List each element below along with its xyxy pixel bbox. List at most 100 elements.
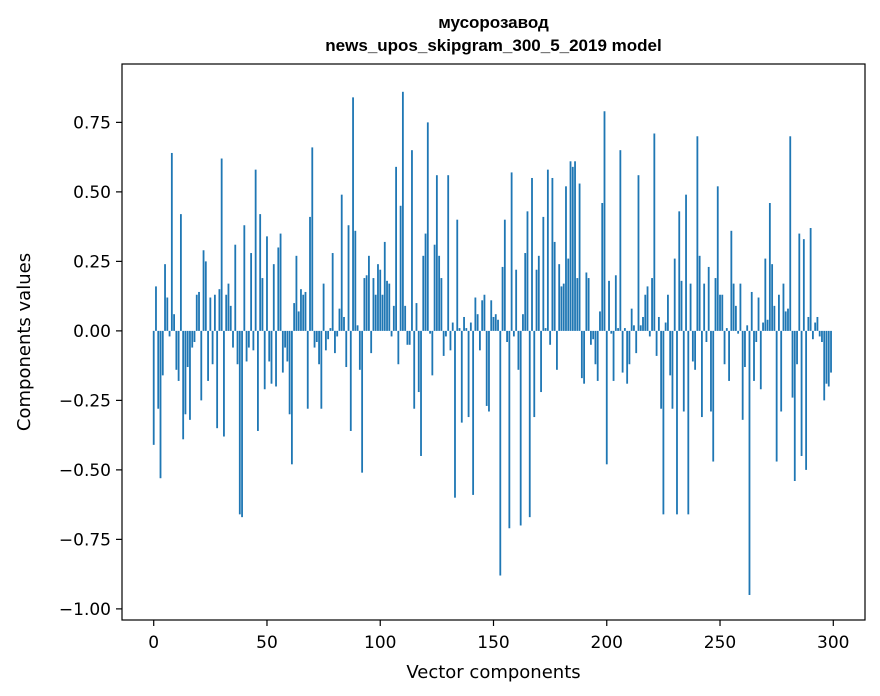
bars-group	[152, 91, 832, 595]
bar-189	[580, 330, 583, 379]
bar-86	[347, 225, 350, 331]
bar-20	[198, 291, 200, 331]
bar-139	[467, 330, 470, 418]
bar-278	[782, 283, 785, 331]
bar-91	[358, 330, 361, 370]
bar-48	[261, 278, 264, 331]
bar-169	[535, 269, 538, 331]
bar-181	[562, 283, 565, 331]
bar-13	[182, 330, 185, 440]
x-tick-label: 250	[704, 633, 736, 653]
bar-165	[526, 211, 529, 331]
bar-133	[454, 330, 456, 498]
y-tick-label: 0.25	[73, 252, 111, 272]
y-tick-label: 0.50	[73, 183, 111, 203]
bar-88	[352, 97, 354, 331]
bar-57	[281, 330, 284, 373]
bar-174	[546, 169, 549, 331]
bar-223	[657, 316, 660, 331]
bar-164	[524, 253, 527, 331]
bar-110	[401, 91, 404, 331]
bar-144	[479, 330, 481, 351]
bar-103	[386, 280, 388, 331]
bar-214	[637, 175, 640, 331]
bar-161	[517, 330, 520, 370]
bar-32	[225, 294, 228, 331]
y-tick-label: 0.75	[73, 113, 111, 133]
bar-261	[744, 330, 746, 368]
bar-166	[528, 330, 531, 518]
bar-154	[501, 266, 504, 331]
bar-244	[705, 330, 708, 342]
bar-17	[191, 330, 194, 348]
x-tick-label: 150	[477, 633, 509, 653]
bar-41	[245, 330, 248, 362]
bar-196	[596, 330, 599, 381]
bar-299	[830, 330, 832, 373]
bar-191	[585, 272, 588, 331]
bar-132	[451, 322, 454, 331]
bar-224	[660, 330, 663, 409]
bar-194	[592, 330, 595, 340]
bar-69	[309, 216, 311, 331]
bar-116	[415, 303, 418, 331]
bar-15	[186, 330, 189, 368]
bar-182	[565, 186, 567, 331]
bar-175	[549, 330, 552, 345]
bar-87	[349, 330, 352, 431]
bar-102	[383, 241, 386, 331]
bar-202	[610, 330, 613, 334]
bar-211	[630, 308, 633, 331]
bar-130	[447, 175, 450, 331]
bar-114	[411, 150, 413, 331]
bar-273	[771, 264, 774, 331]
bar-155	[503, 219, 506, 331]
bar-282	[791, 330, 794, 398]
bar-23	[204, 261, 207, 331]
bar-125	[435, 175, 438, 331]
bar-207	[621, 330, 624, 373]
bar-259	[739, 283, 742, 331]
bar-254	[728, 330, 730, 381]
bar-160	[515, 269, 518, 331]
bar-205	[617, 328, 619, 331]
bar-49	[263, 330, 266, 390]
bar-163	[522, 314, 524, 331]
bar-195	[594, 330, 597, 365]
bar-216	[642, 316, 644, 331]
bar-286	[800, 330, 803, 456]
bar-192	[587, 278, 590, 331]
bar-188	[578, 183, 581, 331]
bar-245	[707, 266, 710, 331]
bar-279	[784, 311, 787, 331]
bar-61	[290, 330, 293, 465]
bar-65	[300, 289, 302, 331]
bar-260	[741, 330, 744, 420]
bar-148	[488, 330, 490, 412]
bar-40	[243, 225, 246, 331]
bar-288	[805, 330, 808, 470]
bar-141	[472, 330, 475, 495]
bar-8	[170, 152, 173, 331]
bar-153	[499, 330, 502, 576]
bar-37	[236, 330, 239, 365]
x-tick-label: 50	[256, 633, 278, 653]
bar-270	[764, 258, 767, 331]
bar-2	[157, 330, 160, 409]
bar-145	[481, 300, 484, 331]
bar-75	[322, 283, 325, 331]
bar-60	[288, 330, 291, 415]
bar-180	[560, 286, 563, 331]
bar-127	[440, 278, 443, 331]
bar-247	[712, 330, 715, 462]
bar-80	[334, 330, 336, 354]
bar-269	[762, 322, 764, 331]
bar-0	[152, 330, 155, 445]
bar-297	[825, 330, 828, 384]
bar-187	[576, 278, 579, 331]
bar-118	[420, 330, 422, 456]
bar-143	[476, 314, 479, 331]
y-axis-ticks: −1.00 −0.75 −0.50 −0.25 0.00 0.25 0.50 0.75	[59, 113, 122, 620]
bar-280	[787, 308, 789, 331]
bar-255	[730, 230, 733, 331]
